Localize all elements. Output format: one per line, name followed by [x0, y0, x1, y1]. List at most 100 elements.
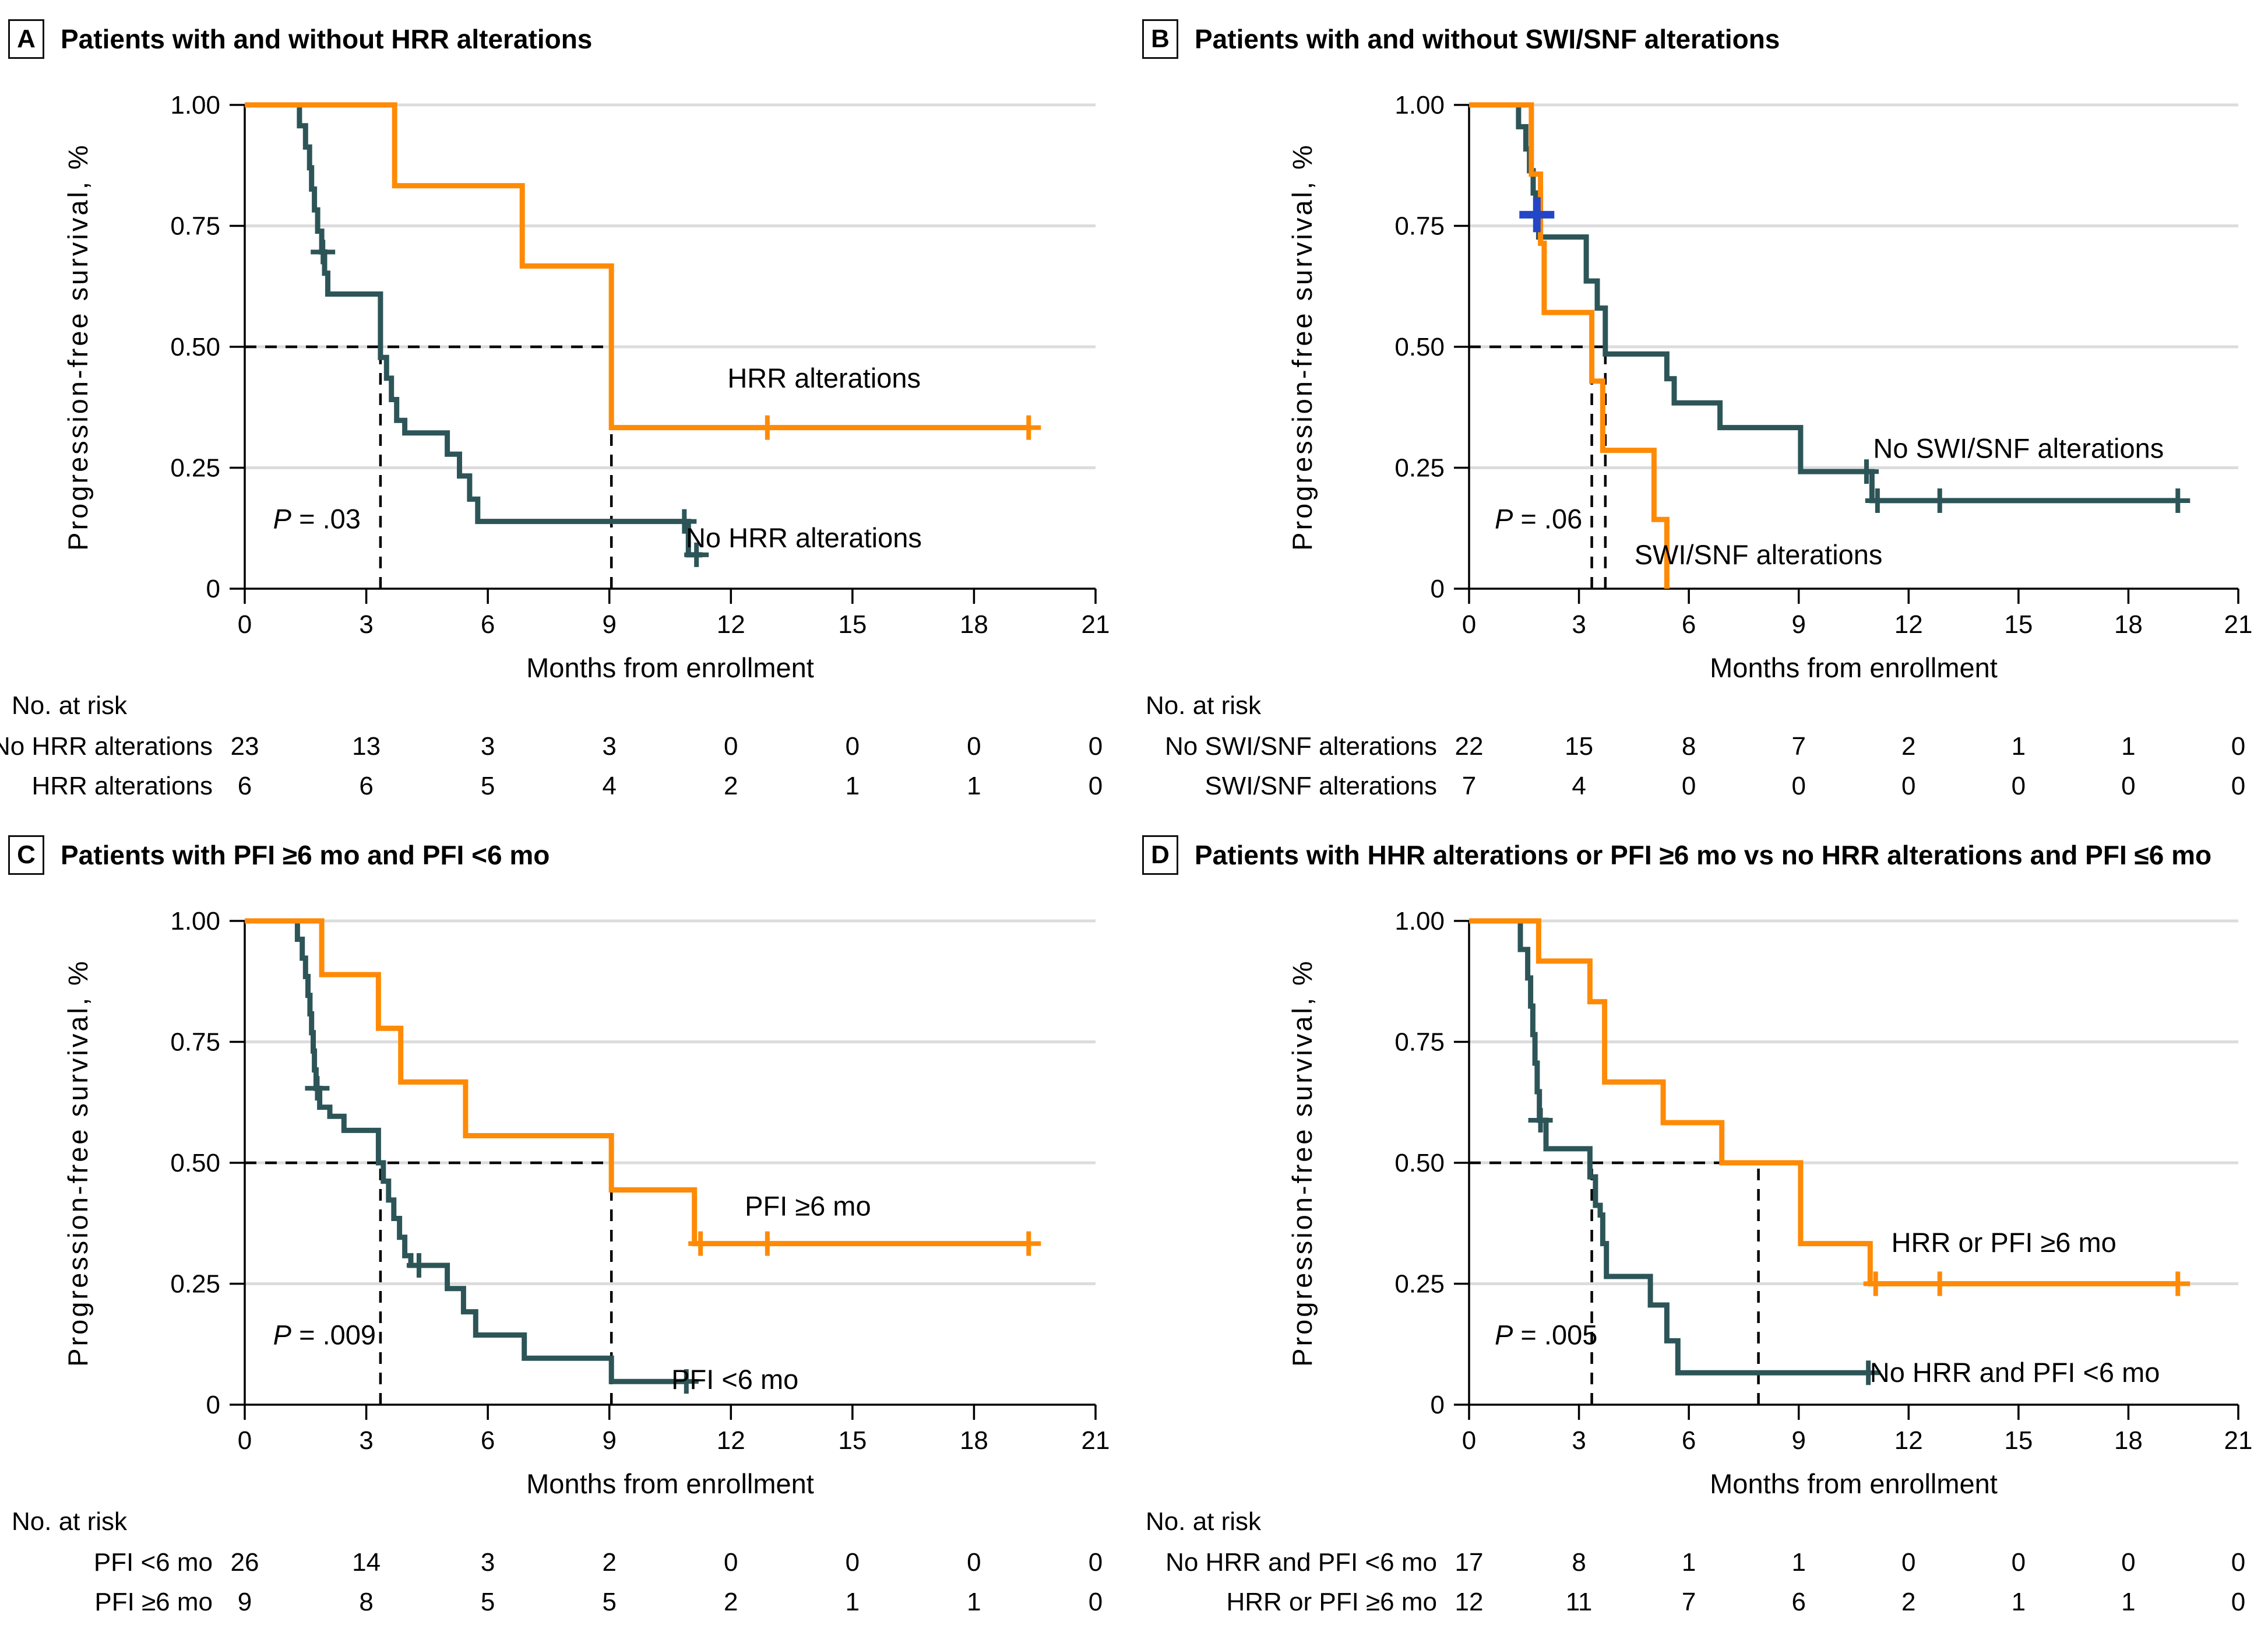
y-tick-label: 0.75: [170, 1028, 220, 1057]
panel-header: D Patients with HHR alterations or PFI ≥…: [1134, 816, 2268, 875]
x-tick-label: 12: [717, 610, 745, 639]
risk-count: 12: [1455, 1588, 1484, 1616]
risk-count: 1: [967, 772, 981, 800]
risk-count: 1: [2121, 732, 2135, 761]
curve-label: HRR or PFI ≥6 mo: [1892, 1227, 2116, 1258]
risk-count: 1: [846, 772, 860, 800]
x-tick-label: 0: [238, 1426, 252, 1455]
curve-label: No SWI/SNF alterations: [1873, 432, 2164, 463]
risk-count: 9: [238, 1588, 252, 1616]
y-tick-label: 0: [1431, 1391, 1445, 1419]
risk-count: 4: [1572, 772, 1586, 800]
risk-count: 1: [2012, 1588, 2026, 1616]
x-tick-label: 21: [2224, 1426, 2253, 1455]
risk-count: 8: [1572, 1548, 1586, 1577]
risk-count: 22: [1455, 732, 1484, 761]
risk-count: 0: [1089, 1588, 1103, 1616]
risk-count: 23: [231, 732, 259, 761]
risk-row-label: No SWI/SNF alterations: [1165, 732, 1437, 761]
risk-count: 5: [481, 772, 495, 800]
risk-count: 2: [1901, 732, 1915, 761]
y-tick-label: 0.75: [1394, 212, 1445, 241]
x-tick-label: 15: [838, 1426, 867, 1455]
risk-count: 6: [238, 772, 252, 800]
risk-row-label: HRR alterations: [31, 772, 213, 800]
curve-label: HRR alterations: [727, 363, 921, 393]
risk-count: 0: [2121, 1548, 2135, 1577]
y-axis-title: Progression-free survival, %: [1287, 143, 1318, 551]
x-tick-label: 21: [1082, 1426, 1110, 1455]
risk-count: 1: [846, 1588, 860, 1616]
risk-count: 3: [481, 732, 495, 761]
risk-count: 5: [602, 1588, 616, 1616]
y-axis-title: Progression-free survival, %: [62, 143, 93, 551]
x-tick-label: 15: [838, 610, 867, 639]
y-tick-label: 0: [206, 575, 220, 603]
risk-row-label: No HRR and PFI <6 mo: [1165, 1548, 1437, 1577]
x-tick-label: 3: [359, 610, 373, 639]
x-tick-label: 3: [359, 1426, 373, 1455]
x-tick-label: 18: [2114, 610, 2143, 639]
x-tick-label: 6: [481, 1426, 495, 1455]
risk-count: 0: [2231, 772, 2245, 800]
curve-label: SWI/SNF alterations: [1635, 539, 1883, 570]
panel-header: B Patients with and without SWI/SNF alte…: [1134, 0, 2268, 59]
risk-count: 1: [2012, 732, 2026, 761]
risk-count: 13: [352, 732, 381, 761]
risk-count: 0: [967, 732, 981, 761]
panel-D: D Patients with HHR alterations or PFI ≥…: [1134, 816, 2268, 1632]
risk-count: 0: [967, 1548, 981, 1577]
risk-count: 0: [2012, 1548, 2026, 1577]
km-curve-pfi-6-mo: [245, 918, 1029, 1247]
y-tick-label: 1.00: [170, 907, 220, 935]
x-tick-label: 15: [2004, 610, 2033, 639]
x-tick-label: 21: [1082, 610, 1110, 639]
risk-count: 0: [1089, 732, 1103, 761]
risk-row-label: No HRR alterations: [0, 732, 213, 761]
km-curve-no-hrr-and-pfi-6-mo: [1469, 918, 1871, 1376]
curve-label: No HRR and PFI <6 mo: [1870, 1357, 2160, 1388]
x-tick-label: 9: [602, 1426, 616, 1455]
x-tick-label: 15: [2004, 1426, 2033, 1455]
y-tick-label: 0.50: [170, 1149, 220, 1177]
risk-count: 2: [1901, 1588, 1915, 1616]
risk-count: 2: [724, 1588, 738, 1616]
y-tick-label: 0.25: [170, 454, 220, 483]
risk-count: 1: [1791, 1548, 1805, 1577]
x-tick-label: 6: [481, 610, 495, 639]
panel-letter: A: [8, 19, 44, 59]
risk-table-header: No. at risk: [1146, 1507, 1262, 1536]
p-value: P = .03: [273, 503, 361, 534]
y-tick-label: 0: [1431, 575, 1445, 603]
risk-count: 1: [1682, 1548, 1696, 1577]
curve-label: PFI ≥6 mo: [745, 1191, 871, 1222]
x-tick-label: 3: [1572, 1426, 1586, 1455]
risk-count: 0: [846, 732, 860, 761]
x-tick-label: 6: [1682, 1426, 1696, 1455]
panel-header: A Patients with and without HRR alterati…: [0, 0, 1134, 59]
panel-title: Patients with and without SWI/SNF altera…: [1195, 24, 1780, 54]
x-tick-label: 0: [238, 610, 252, 639]
risk-count: 14: [352, 1548, 381, 1577]
risk-table-header: No. at risk: [12, 1507, 128, 1536]
y-tick-label: 1.00: [1394, 91, 1445, 119]
x-tick-label: 18: [960, 610, 988, 639]
x-tick-label: 9: [1791, 1426, 1805, 1455]
risk-count: 0: [724, 1548, 738, 1577]
risk-count: 3: [481, 1548, 495, 1577]
risk-count: 2: [724, 772, 738, 800]
panel-title: Patients with PFI ≥6 mo and PFI <6 mo: [61, 840, 550, 870]
panel-title: Patients with HHR alterations or PFI ≥6 …: [1195, 840, 2212, 870]
risk-count: 0: [1901, 772, 1915, 800]
risk-table-header: No. at risk: [12, 691, 128, 720]
panel-title: Patients with and without HRR alteration…: [61, 24, 593, 54]
p-value: P = .009: [273, 1319, 376, 1350]
risk-count: 2: [602, 1548, 616, 1577]
km-curve-swi-snf-alterations: [1469, 102, 1670, 589]
risk-count: 0: [1089, 772, 1103, 800]
x-tick-label: 12: [1894, 1426, 1923, 1455]
y-tick-label: 1.00: [170, 91, 220, 119]
